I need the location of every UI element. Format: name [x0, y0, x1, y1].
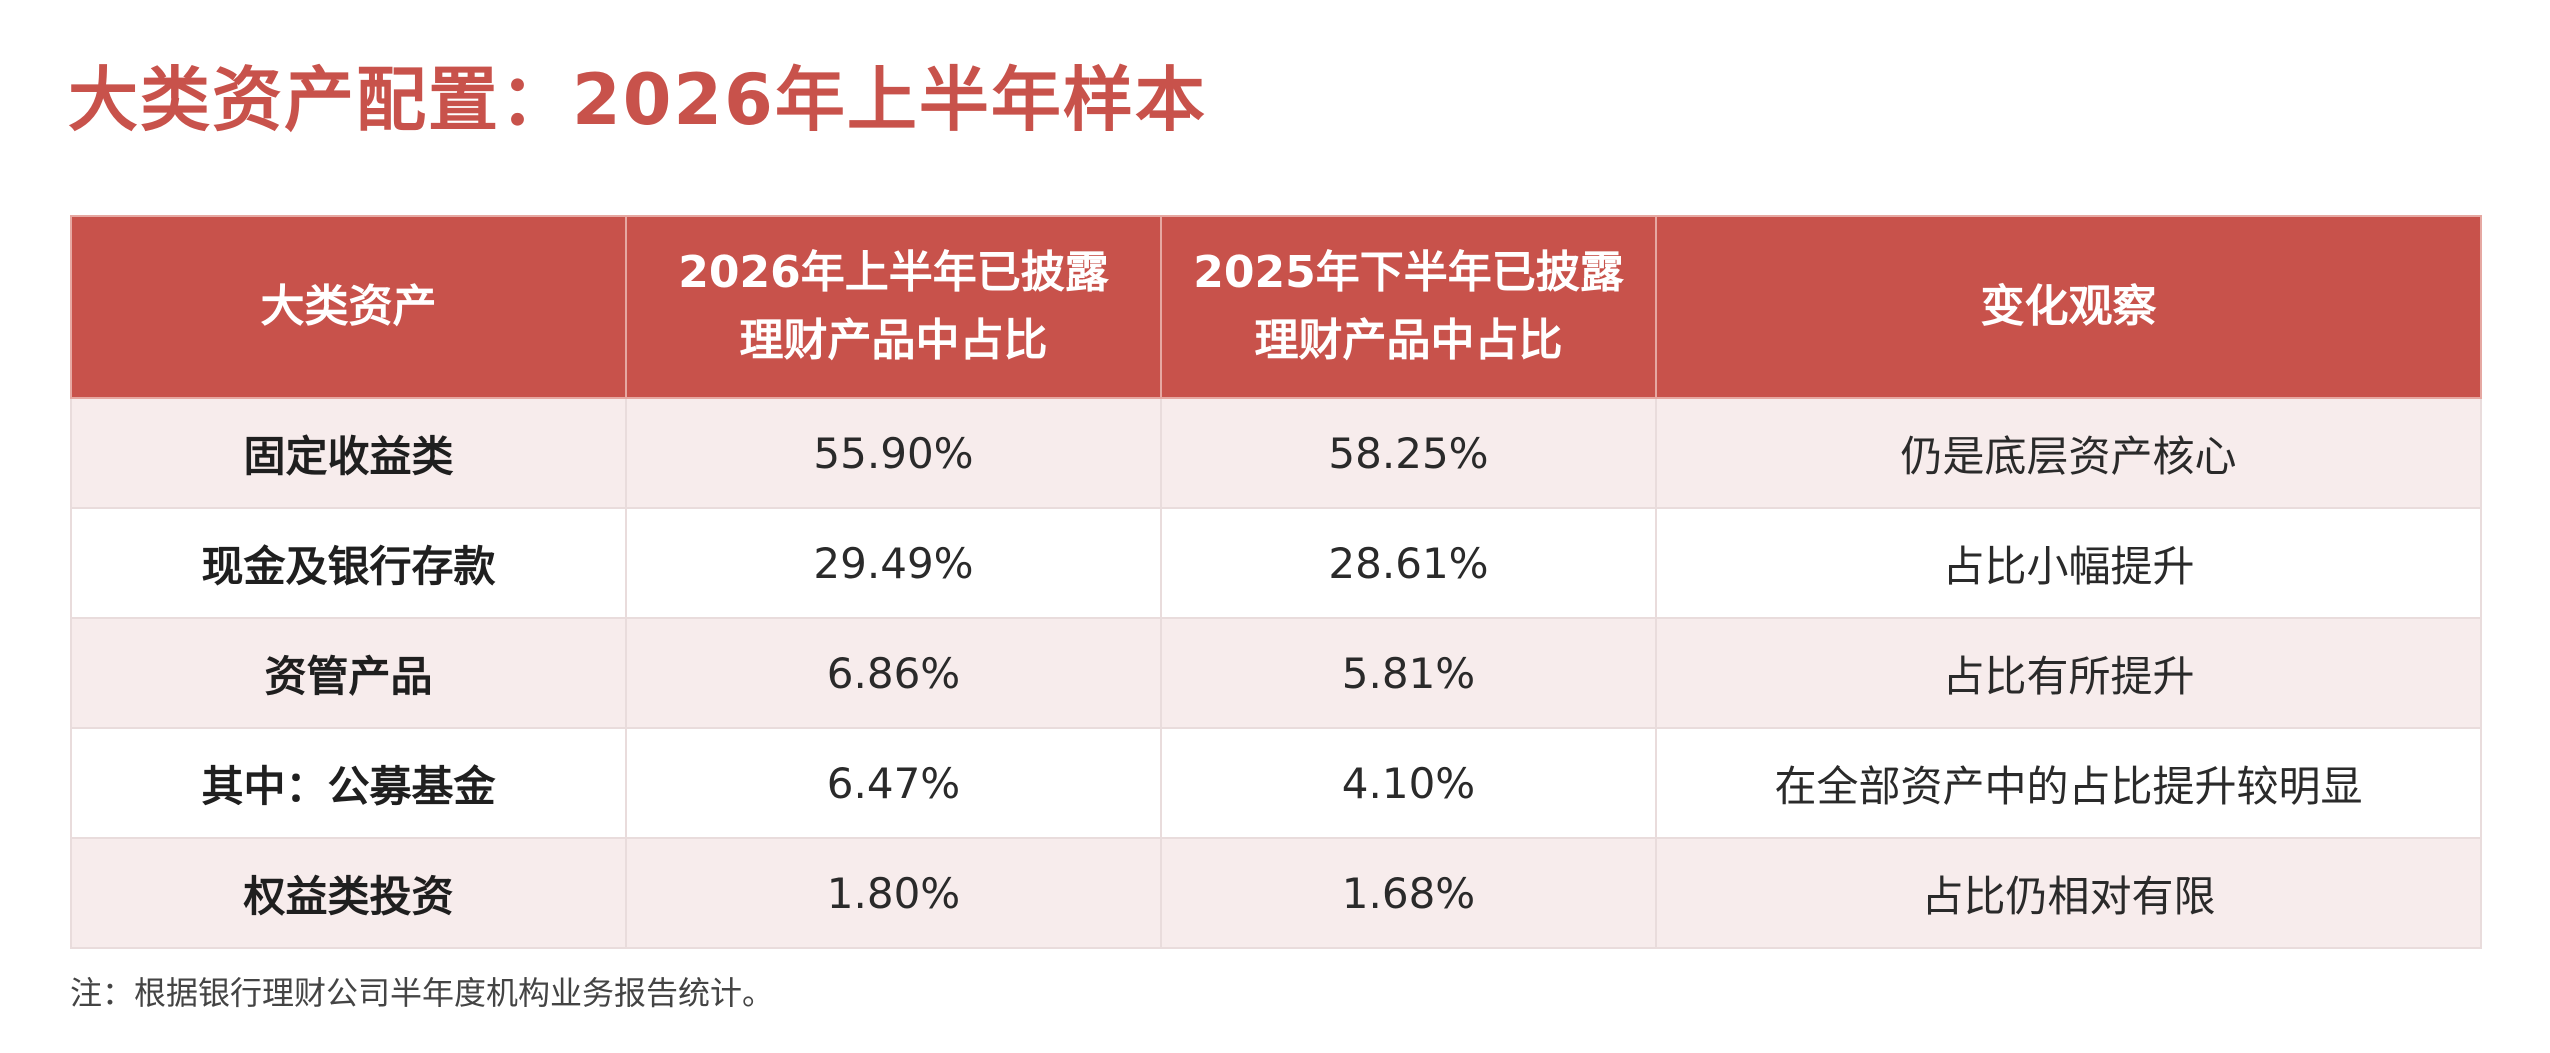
header-asset-class: 大类资产	[70, 215, 627, 399]
table-row: 固定收益类 55.90% 58.25% 仍是底层资产核心	[70, 397, 2482, 509]
allocation-table: 大类资产 2026年上半年已披露理财产品中占比 2025年下半年已披露理财产品中…	[70, 215, 2482, 949]
header-h1-2026-share: 2026年上半年已披露理财产品中占比	[625, 215, 1162, 399]
observation-cell: 占比有所提升	[1655, 617, 2482, 729]
h2-2025-share-cell: 4.10%	[1160, 727, 1657, 839]
asset-class-cell: 资管产品	[70, 617, 627, 729]
h2-2025-share-cell: 5.81%	[1160, 617, 1657, 729]
h2-2025-share-cell: 58.25%	[1160, 397, 1657, 509]
table-row: 现金及银行存款 29.49% 28.61% 占比小幅提升	[70, 507, 2482, 619]
observation-cell: 占比仍相对有限	[1655, 837, 2482, 949]
observation-cell: 占比小幅提升	[1655, 507, 2482, 619]
header-change-observation: 变化观察	[1655, 215, 2482, 399]
asset-class-cell: 其中：公募基金	[70, 727, 627, 839]
asset-class-cell: 权益类投资	[70, 837, 627, 949]
table-row: 其中：公募基金 6.47% 4.10% 在全部资产中的占比提升较明显	[70, 727, 2482, 839]
observation-cell: 仍是底层资产核心	[1655, 397, 2482, 509]
table-row: 权益类投资 1.80% 1.68% 占比仍相对有限	[70, 837, 2482, 949]
table-row: 资管产品 6.86% 5.81% 占比有所提升	[70, 617, 2482, 729]
h1-2026-share-cell: 1.80%	[625, 837, 1162, 949]
h2-2025-share-cell: 28.61%	[1160, 507, 1657, 619]
h1-2026-share-cell: 6.47%	[625, 727, 1162, 839]
observation-cell: 在全部资产中的占比提升较明显	[1655, 727, 2482, 839]
asset-class-cell: 现金及银行存款	[70, 507, 627, 619]
h2-2025-share-cell: 1.68%	[1160, 837, 1657, 949]
allocation-table-container: 大类资产 2026年上半年已披露理财产品中占比 2025年下半年已披露理财产品中…	[70, 215, 2482, 949]
page-title: 大类资产配置：2026年上半年样本	[68, 59, 1207, 141]
h1-2026-share-cell: 29.49%	[625, 507, 1162, 619]
footnote: 注：根据银行理财公司半年度机构业务报告统计。	[70, 974, 775, 1012]
h1-2026-share-cell: 55.90%	[625, 397, 1162, 509]
table-header-row: 大类资产 2026年上半年已披露理财产品中占比 2025年下半年已披露理财产品中…	[70, 215, 2482, 399]
header-h2-2025-share: 2025年下半年已披露理财产品中占比	[1160, 215, 1657, 399]
asset-class-cell: 固定收益类	[70, 397, 627, 509]
h1-2026-share-cell: 6.86%	[625, 617, 1162, 729]
